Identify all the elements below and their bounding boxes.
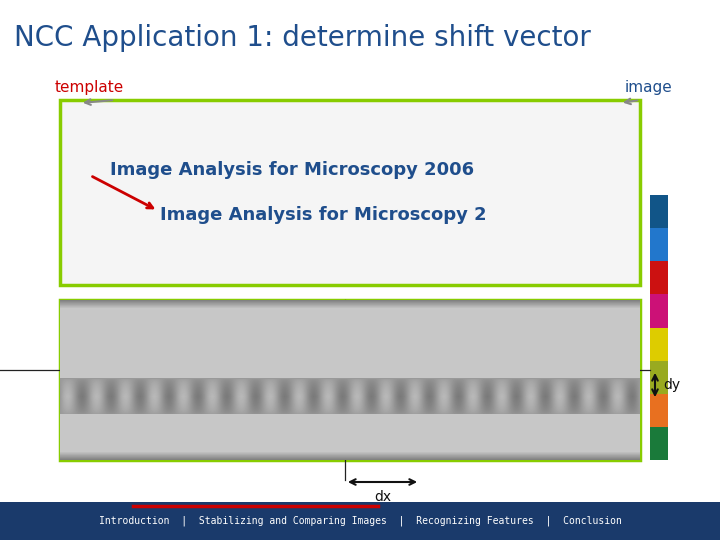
Text: NCC Application 1: determine shift vector: NCC Application 1: determine shift vecto… [14, 24, 591, 52]
Bar [650, 294, 668, 327]
Bar [650, 427, 668, 460]
Bar [60, 100, 640, 285]
Text: Introduction  |  Stabilizing and Comparing Images  |  Recognizing Features  |  C: Introduction | Stabilizing and Comparing… [99, 516, 621, 526]
Bar [650, 228, 668, 261]
Text: dx: dx [374, 490, 391, 504]
Bar [650, 361, 668, 394]
Bar [650, 195, 668, 228]
Text: dy: dy [663, 378, 680, 392]
Text: Image Analysis for Microscopy 2: Image Analysis for Microscopy 2 [160, 206, 487, 224]
Bar [650, 261, 668, 294]
Text: image: image [625, 80, 672, 95]
Text: Image Analysis for Microscopy 2006: Image Analysis for Microscopy 2006 [110, 161, 474, 179]
Text: template: template [55, 80, 125, 95]
Bar [0, 502, 720, 540]
Bar [650, 327, 668, 361]
Bar [60, 300, 640, 460]
Bar [650, 394, 668, 427]
